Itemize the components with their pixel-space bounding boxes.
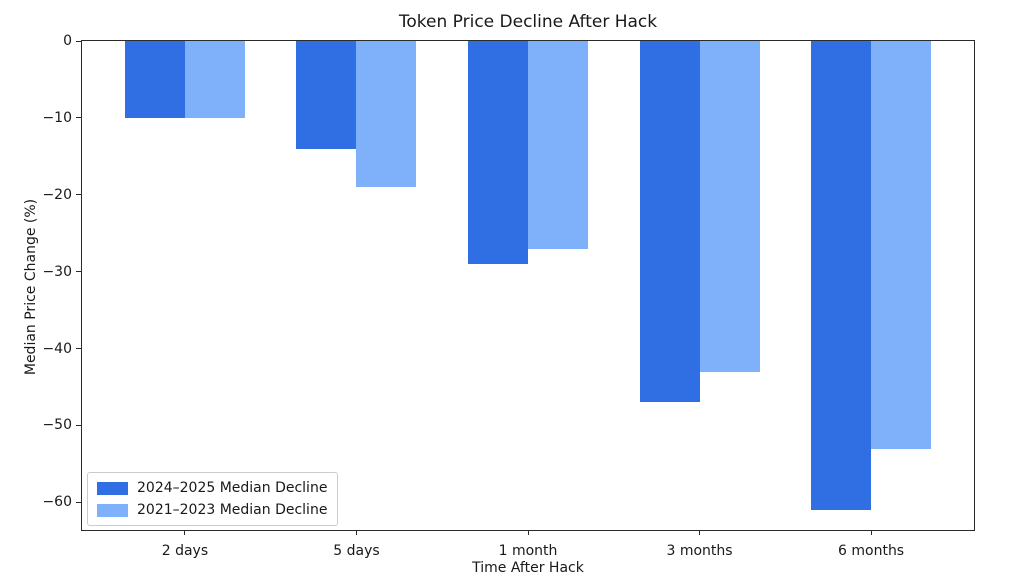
bar-2-days-series-0 [124, 41, 185, 118]
x-tick-label: 1 month [498, 543, 558, 559]
y-tick-label: −40 [42, 340, 72, 357]
bar-6-months-series-1 [871, 41, 932, 449]
bar-5-days-series-0 [296, 41, 357, 149]
y-tick-label: −60 [42, 494, 72, 511]
legend-item-series-1: 2021–2023 Median Decline [97, 502, 327, 518]
y-tick-mark [76, 194, 81, 196]
y-tick-label: −50 [42, 417, 72, 434]
chart-title: Token Price Decline After Hack [398, 12, 658, 32]
x-tick-mark [184, 530, 186, 535]
y-tick-mark [76, 271, 81, 273]
y-tick-label: −10 [42, 109, 72, 126]
y-axis-label: Median Price Change (%) [23, 198, 39, 376]
bar-3-months-series-0 [639, 41, 700, 403]
x-tick-label: 6 months [838, 543, 905, 559]
x-tick-mark [355, 530, 357, 535]
y-tick-label: −30 [42, 263, 72, 280]
y-tick-mark [76, 117, 81, 119]
x-axis-label: Time After Hack [472, 560, 584, 576]
x-tick-label: 2 days [161, 543, 209, 559]
bar-3-months-series-1 [699, 41, 760, 372]
x-tick-label: 5 days [333, 543, 380, 559]
x-tick-label: 3 months [666, 543, 733, 559]
x-tick-mark [527, 530, 529, 535]
y-tick-mark [76, 348, 81, 350]
legend-label: 2024–2025 Median Decline [137, 480, 328, 496]
y-tick-label: −20 [42, 186, 72, 203]
bar-5-days-series-1 [356, 41, 417, 188]
legend-swatch-icon [97, 503, 128, 517]
bar-1-month-series-1 [528, 41, 589, 249]
y-tick-label: 0 [63, 33, 72, 49]
bar-6-months-series-0 [811, 41, 872, 510]
legend-swatch-icon [97, 481, 128, 495]
x-tick-mark [699, 530, 701, 535]
y-tick-mark [76, 501, 81, 503]
legend: 2024–2025 Median Decline 2021–2023 Median… [87, 472, 339, 526]
bar-2-days-series-1 [184, 41, 245, 118]
x-tick-mark [870, 530, 872, 535]
y-tick-mark [76, 424, 81, 426]
legend-item-series-0: 2024–2025 Median Decline [97, 480, 327, 496]
plot-area: 2 days 5 days 1 month 3 months 6 months 0 −10 −… [42, 33, 975, 559]
legend-label: 2021–2023 Median Decline [137, 502, 328, 518]
y-tick-mark [76, 40, 81, 42]
bar-1-month-series-0 [467, 41, 528, 264]
